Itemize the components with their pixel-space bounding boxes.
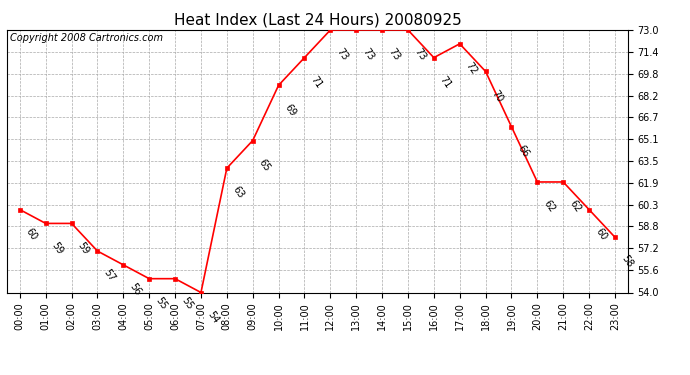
Text: 73: 73 (386, 46, 402, 63)
Text: Copyright 2008 Cartronics.com: Copyright 2008 Cartronics.com (10, 33, 163, 43)
Text: 63: 63 (231, 185, 246, 201)
Text: 73: 73 (360, 46, 375, 63)
Text: 71: 71 (438, 74, 453, 90)
Text: 58: 58 (619, 254, 634, 270)
Text: 71: 71 (308, 74, 324, 90)
Text: 55: 55 (179, 296, 195, 311)
Text: 62: 62 (542, 199, 557, 214)
Text: 70: 70 (490, 88, 505, 104)
Text: 59: 59 (50, 240, 65, 256)
Text: 59: 59 (76, 240, 91, 256)
Text: 73: 73 (335, 46, 350, 63)
Text: 60: 60 (24, 226, 39, 242)
Text: 60: 60 (593, 226, 609, 242)
Text: 73: 73 (412, 46, 427, 63)
Text: 62: 62 (567, 199, 582, 214)
Text: 66: 66 (515, 143, 531, 159)
Title: Heat Index (Last 24 Hours) 20080925: Heat Index (Last 24 Hours) 20080925 (173, 12, 462, 27)
Text: 65: 65 (257, 157, 272, 173)
Text: 69: 69 (283, 102, 298, 118)
Text: 55: 55 (153, 296, 169, 311)
Text: 54: 54 (205, 309, 220, 325)
Text: 72: 72 (464, 60, 480, 76)
Text: 56: 56 (128, 282, 143, 297)
Text: 57: 57 (101, 268, 117, 284)
